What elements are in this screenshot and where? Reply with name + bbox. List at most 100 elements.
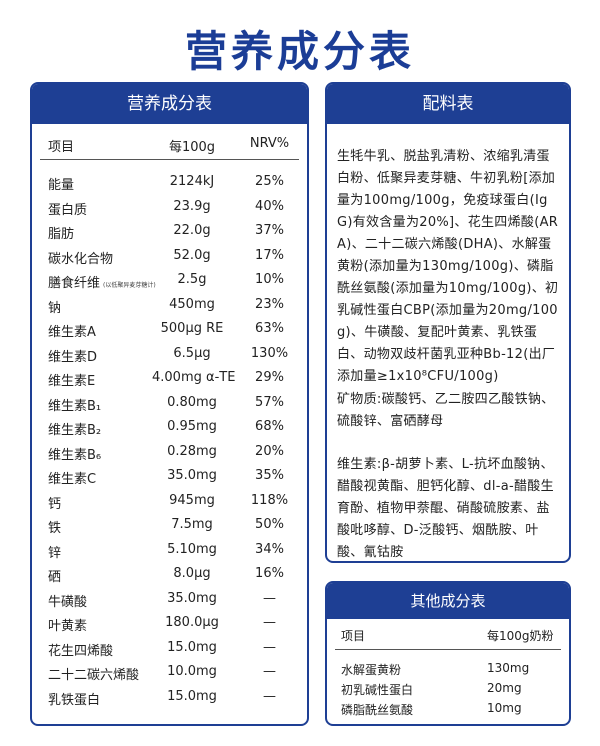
nutrition-heading: 营养成分表 xyxy=(32,84,307,124)
row-name: 二十二碳六烯酸 xyxy=(48,664,139,683)
nutrient-name: 蛋白质 xyxy=(48,202,88,218)
nutrient-name: 维生素D xyxy=(48,349,98,365)
row-value: 35.0mg xyxy=(167,590,217,606)
row-value: 130mg xyxy=(487,661,530,675)
row-value: 7.5mg xyxy=(171,517,213,532)
row-nrv: 34% xyxy=(255,541,284,557)
nutrient-name: 脂肪 xyxy=(48,227,75,242)
row-value: 8.0μg xyxy=(173,566,211,581)
row-name: 钙 xyxy=(48,493,61,512)
nutrient-name: 牛磺酸 xyxy=(48,594,88,610)
row-nrv: — xyxy=(263,615,276,630)
row-name: 能量 xyxy=(48,174,74,193)
row-name: 维生素A xyxy=(48,321,96,340)
row-value: 500μg RE xyxy=(160,321,224,336)
row-value: 5.10mg xyxy=(167,541,217,557)
row-name: 锌 xyxy=(48,542,61,561)
nutrient-name: 花生四烯酸 xyxy=(48,643,114,659)
nutrient-name: 铁 xyxy=(48,521,62,536)
row-value: 35.0mg xyxy=(167,468,217,483)
row-nrv: 130% xyxy=(250,345,289,361)
ingredient-paragraph: 生牦牛乳、脱盐乳清粉、浓缩乳清蛋白粉、低聚异麦芽糖、牛初乳粉[添加量为100mg… xyxy=(337,149,559,384)
row-name: 水解蛋黄粉 xyxy=(341,663,402,677)
column-header: 项目 xyxy=(48,140,75,155)
row-name: 维生素C xyxy=(48,468,96,487)
row-name: 叶黄素 xyxy=(48,615,87,634)
row-name: 磷脂酰丝氨酸 xyxy=(341,703,414,717)
row-value: 2124kJ xyxy=(169,174,215,189)
column-header: 每100g奶粉 xyxy=(487,629,554,643)
nutrient-name: 维生素B₂ xyxy=(48,423,102,438)
row-value: 15.0mg xyxy=(167,639,217,655)
nutrient-name: 钠 xyxy=(48,300,62,316)
row-nrv: 118% xyxy=(250,492,289,508)
row-value: 0.80mg xyxy=(167,394,217,410)
row-name: 牛磺酸 xyxy=(48,591,87,610)
row-nrv: 37% xyxy=(255,223,284,238)
row-nrv: 16% xyxy=(255,566,284,581)
nutrient-name: 维生素B₁ xyxy=(48,398,102,414)
nutrient-name: 乳铁蛋白 xyxy=(48,692,101,708)
column-header: 每100g xyxy=(168,140,216,155)
nutrient-name: 能量 xyxy=(48,178,75,193)
row-nrv: — xyxy=(263,688,276,704)
divider xyxy=(40,159,299,160)
row-nrv: 40% xyxy=(255,198,284,214)
row-value: 23.9g xyxy=(173,198,211,214)
row-nrv: 10% xyxy=(255,272,284,287)
column-header: NRV% xyxy=(249,136,290,151)
nutrient-name: 维生素C xyxy=(48,472,97,487)
nutrition-panel: 营养成分表 项目 每100g NRV% 能量 2124kJ 25% 蛋白质 23.9g 40% 脂… xyxy=(30,82,309,726)
row-value: 180.0μg xyxy=(165,615,219,630)
row-value: 2.5g xyxy=(177,272,207,287)
nutrient-name: 二十二碳六烯酸 xyxy=(48,668,140,683)
nutrient-name: 膳食纤维 xyxy=(48,276,101,291)
row-value: 6.5μg xyxy=(173,345,211,361)
ingredients-heading: 配料表 xyxy=(327,84,569,124)
row-value: 10mg xyxy=(487,701,522,715)
row-value: 10.0mg xyxy=(167,664,217,679)
row-name: 维生素B₆ xyxy=(48,444,101,463)
row-value: 0.95mg xyxy=(167,419,217,434)
row-nrv: — xyxy=(263,639,276,655)
row-value: 945mg xyxy=(169,492,215,508)
row-nrv: 63% xyxy=(255,321,284,336)
row-name: 蛋白质 xyxy=(48,199,87,218)
row-name: 乳铁蛋白 xyxy=(48,689,100,708)
nutrient-name: 锌 xyxy=(48,545,62,561)
row-nrv: 17% xyxy=(255,247,284,263)
nutrient-name: 维生素E xyxy=(48,374,96,389)
row-value: 0.28mg xyxy=(167,443,217,459)
ingredients-panel: 配料表 生牦牛乳、脱盐乳清粉、浓缩乳清蛋白粉、低聚异麦芽糖、牛初乳粉[添加量为1… xyxy=(325,82,571,563)
row-name: 钠 xyxy=(48,297,61,316)
nutrient-name: 碳水化合物 xyxy=(48,251,114,267)
row-nrv: 23% xyxy=(255,296,284,312)
row-nrv: 57% xyxy=(255,394,284,410)
nutrient-note: (以低聚异麦芽糖计) xyxy=(103,282,156,289)
row-name: 维生素B₂ xyxy=(48,419,101,438)
row-nrv: 35% xyxy=(255,468,284,483)
row-value: 20mg xyxy=(487,681,522,695)
nutrient-name: 叶黄素 xyxy=(48,619,88,634)
nutrient-name: 维生素A xyxy=(48,325,96,340)
row-nrv: 25% xyxy=(255,174,284,189)
row-nrv: — xyxy=(263,590,276,606)
other-panel: 其他成分表 项目 每100g奶粉 水解蛋黄粉 130mg 初乳碱性蛋白 20mg 磷脂酰丝氨… xyxy=(325,581,571,726)
row-name: 维生素B₁ xyxy=(48,395,101,414)
row-name: 维生素D xyxy=(48,346,97,365)
row-nrv: 29% xyxy=(255,370,284,385)
row-name: 维生素E xyxy=(48,370,95,389)
row-name: 花生四烯酸 xyxy=(48,640,113,659)
divider xyxy=(335,649,561,650)
nutrient-name: 维生素B₆ xyxy=(48,447,102,463)
nutrient-name: 硒 xyxy=(48,570,62,585)
row-nrv: 68% xyxy=(255,419,284,434)
row-value: 22.0g xyxy=(173,223,211,238)
row-value: 4.00mg α-TE xyxy=(152,370,236,385)
page-title: 营养成分表 xyxy=(184,27,415,76)
row-nrv: — xyxy=(263,664,276,679)
row-name: 硒 xyxy=(48,566,61,585)
row-nrv: 50% xyxy=(255,517,284,532)
